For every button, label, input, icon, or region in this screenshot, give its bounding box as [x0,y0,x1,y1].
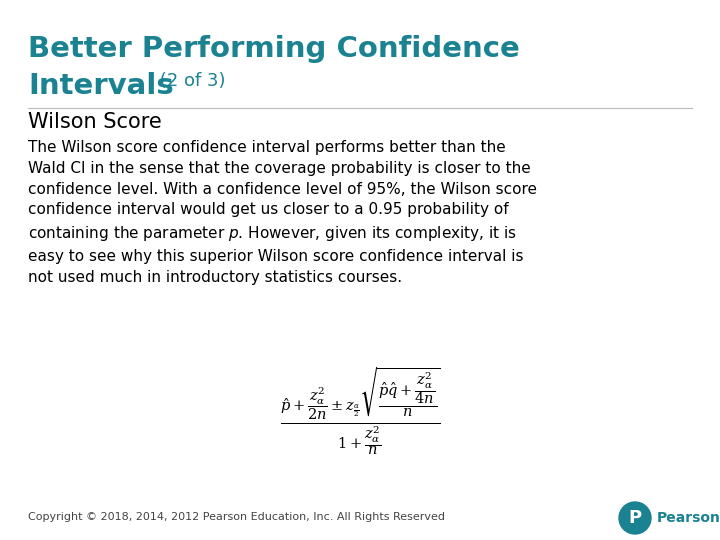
Text: Copyright © 2018, 2014, 2012 Pearson Education, Inc. All Rights Reserved: Copyright © 2018, 2014, 2012 Pearson Edu… [28,512,445,522]
Text: P: P [629,509,642,527]
Text: $\frac{\hat{p}+\dfrac{z_{\alpha}^{2}}{2n}\pm z_{\frac{\alpha}{2}}\sqrt{\dfrac{\h: $\frac{\hat{p}+\dfrac{z_{\alpha}^{2}}{2n… [279,365,441,457]
Text: (2 of 3): (2 of 3) [154,72,225,90]
Text: Wilson Score: Wilson Score [28,112,162,132]
Text: Better Performing Confidence: Better Performing Confidence [28,35,520,63]
Circle shape [619,502,651,534]
Text: The Wilson score confidence interval performs better than the
Wald CI in the sen: The Wilson score confidence interval per… [28,140,537,285]
Text: Pearson: Pearson [657,511,720,525]
Text: Intervals: Intervals [28,72,174,100]
